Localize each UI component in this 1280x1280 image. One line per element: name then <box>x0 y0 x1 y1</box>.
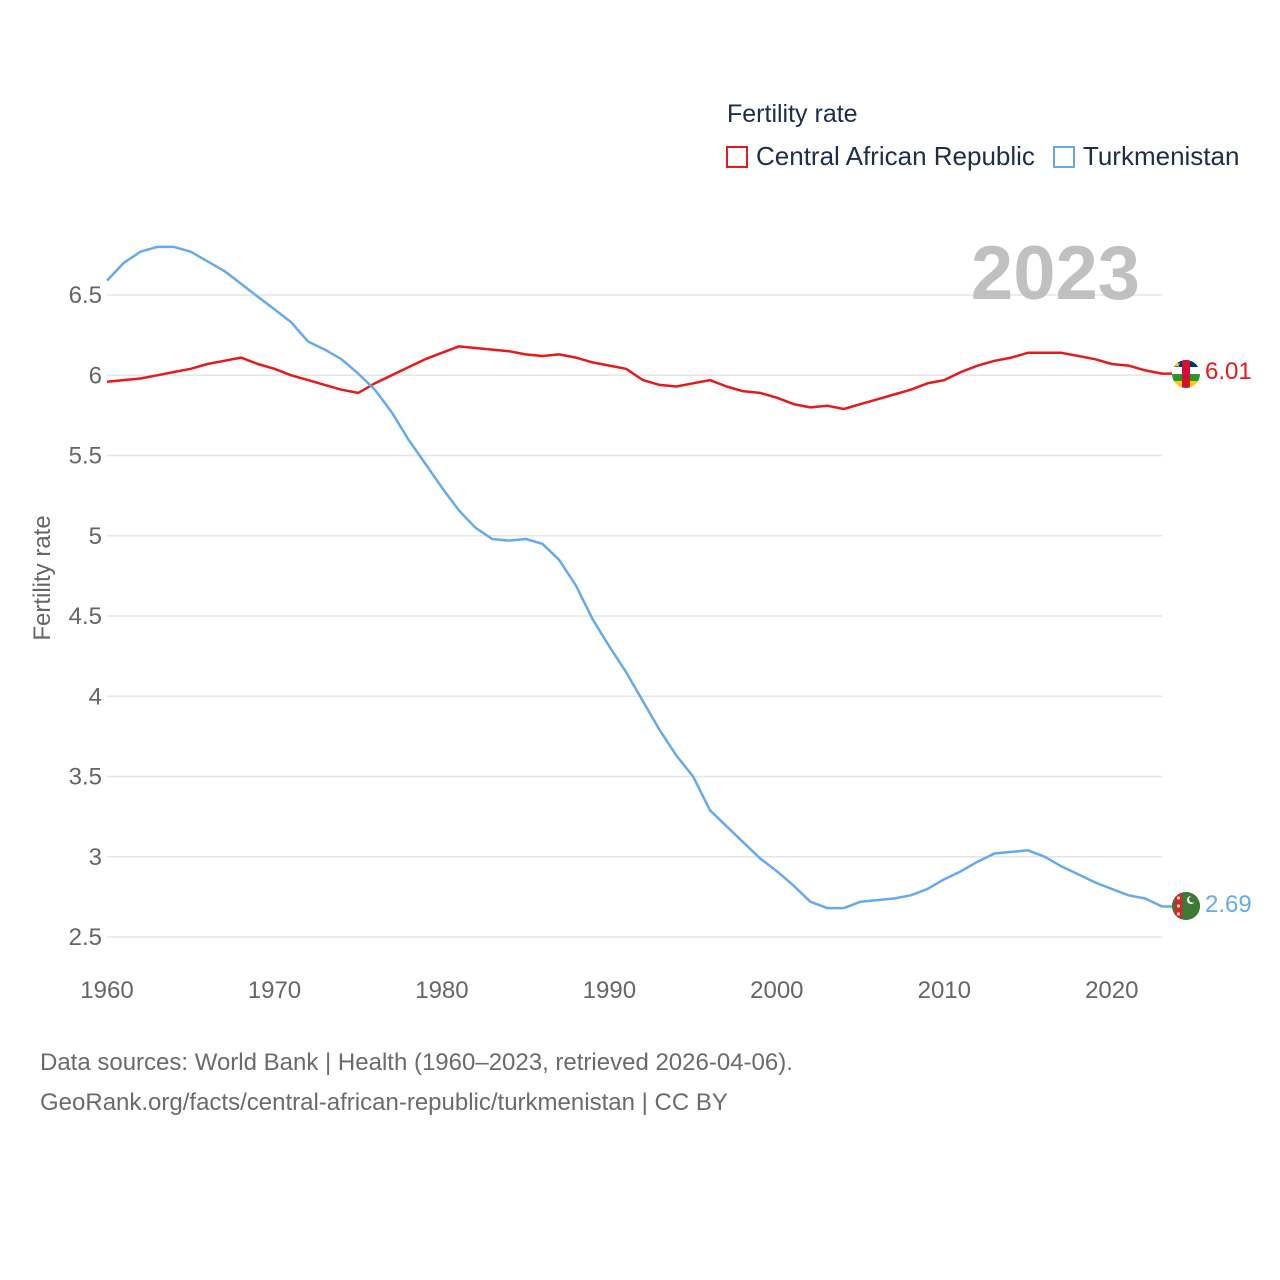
central-african-republic-end-label: 6.01 <box>1205 358 1252 385</box>
y-tick-label: 3 <box>89 844 102 871</box>
legend: Central African Republic Turkmenistan <box>726 141 1257 172</box>
sources-line: Data sources: World Bank | Health (1960–… <box>40 1049 793 1076</box>
y-tick-label: 3.5 <box>69 764 102 791</box>
x-tick-label: 1980 <box>415 977 468 1004</box>
series-lines <box>106 245 1172 910</box>
y-axis-label: Fertility rate <box>29 515 56 640</box>
central-african-republic-flag-icon <box>1172 360 1200 388</box>
x-tick-label: 2000 <box>750 977 803 1004</box>
y-tick-label: 6 <box>89 362 102 389</box>
turkmenistan-flag-icon <box>1172 892 1200 920</box>
x-tick-label: 1970 <box>248 977 301 1004</box>
x-tick-label: 2020 <box>1085 977 1138 1004</box>
series-line-central-african-republic <box>106 345 1172 411</box>
x-tick-label: 2010 <box>918 977 971 1004</box>
y-tick-label: 5.5 <box>69 443 102 470</box>
x-tick-label: 1960 <box>80 977 133 1004</box>
legend-label-central-african-republic: Central African Republic <box>756 141 1035 171</box>
legend-swatch-central-african-republic <box>726 145 748 168</box>
y-tick-label: 4.5 <box>69 603 102 630</box>
year-label: 2023 <box>971 231 1140 316</box>
attribution-line[interactable]: GeoRank.org/facts/central-african-republ… <box>40 1089 728 1116</box>
y-tick-label: 5 <box>89 523 102 550</box>
legend-label-turkmenistan: Turkmenistan <box>1082 141 1240 171</box>
y-axis-ticks: 6.5 6 5.5 5 4.5 4 3.5 3 2.5 <box>69 282 102 951</box>
legend-title: Fertility rate <box>727 100 858 128</box>
x-tick-label: 1990 <box>583 977 636 1004</box>
gridlines <box>107 294 1162 938</box>
y-tick-label: 6.5 <box>69 282 102 309</box>
y-tick-label: 4 <box>89 683 102 710</box>
legend-item-central-african-republic[interactable]: Central African Republic <box>726 141 1035 172</box>
x-axis-ticks: 1960 1970 1980 1990 2000 2010 2020 <box>80 977 1138 1004</box>
turkmenistan-end-label: 2.69 <box>1205 891 1252 918</box>
y-tick-label: 2.5 <box>69 924 102 951</box>
legend-item-turkmenistan[interactable]: Turkmenistan <box>1052 141 1240 172</box>
series-line-turkmenistan <box>106 245 1172 910</box>
legend-swatch-turkmenistan <box>1052 145 1075 168</box>
data-sources: Data sources: World Bank | Health (1960–… <box>40 1043 793 1123</box>
